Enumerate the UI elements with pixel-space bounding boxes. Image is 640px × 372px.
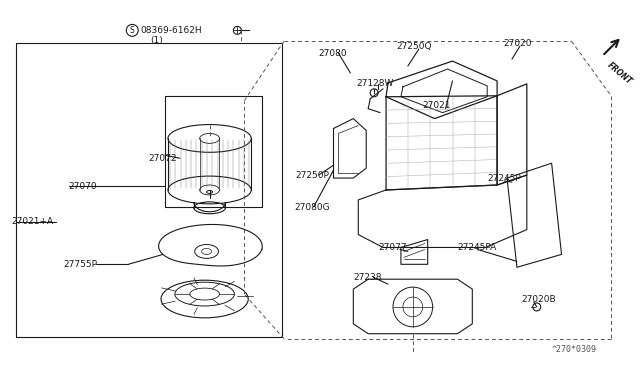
Text: 27128W: 27128W bbox=[356, 79, 394, 89]
Text: 27245PA: 27245PA bbox=[458, 243, 497, 252]
Text: 27077: 27077 bbox=[378, 243, 407, 252]
Text: S: S bbox=[130, 26, 134, 35]
Text: FRONT: FRONT bbox=[605, 61, 634, 87]
Text: 27070: 27070 bbox=[69, 182, 97, 190]
Text: 27238: 27238 bbox=[353, 273, 382, 282]
Text: 27072: 27072 bbox=[148, 154, 177, 163]
Text: ^270*0309: ^270*0309 bbox=[551, 344, 596, 353]
Text: 27755P: 27755P bbox=[64, 260, 98, 269]
Text: 08369-6162H: 08369-6162H bbox=[140, 26, 202, 35]
Text: 27245P: 27245P bbox=[487, 174, 521, 183]
Text: 27021+A: 27021+A bbox=[12, 217, 53, 226]
Text: 27080: 27080 bbox=[319, 49, 348, 58]
Text: 27020: 27020 bbox=[503, 39, 532, 48]
Text: 27250Q: 27250Q bbox=[396, 42, 431, 51]
Text: 27021: 27021 bbox=[423, 101, 451, 110]
Text: 27020B: 27020B bbox=[521, 295, 556, 304]
Text: 27080G: 27080G bbox=[295, 203, 330, 212]
Text: (1): (1) bbox=[150, 36, 163, 45]
Text: 27250P: 27250P bbox=[296, 171, 330, 180]
